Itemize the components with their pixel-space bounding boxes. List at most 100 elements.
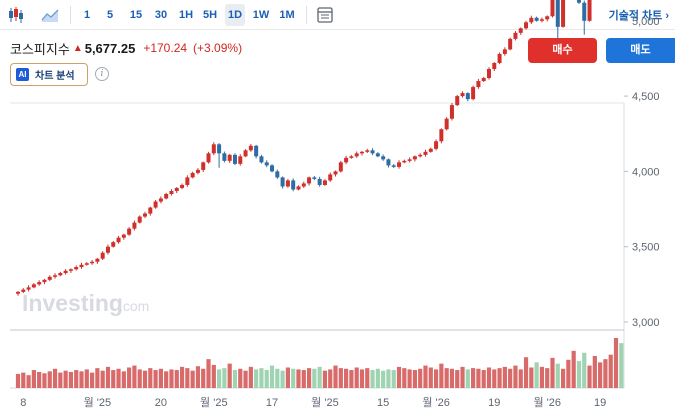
candle-body (534, 17, 539, 21)
candle-body (407, 159, 412, 161)
volume-bar (407, 369, 412, 388)
candle-body (455, 96, 460, 106)
volume-bar (412, 370, 418, 388)
candle-body (291, 180, 296, 190)
volume-bar (555, 363, 560, 388)
instrument-name: 코스피지수 (10, 41, 70, 57)
x-tick-label: 19 (594, 397, 606, 409)
timeframe-1d[interactable]: 1D (225, 4, 245, 26)
timeframe-1w[interactable]: 1W (252, 9, 270, 21)
volume-bar (164, 371, 169, 388)
buy-button[interactable]: 매수 (528, 38, 597, 63)
timeframe-30[interactable]: 30 (154, 9, 168, 21)
x-tick-label: 월 '26 (422, 396, 450, 409)
toolbar-divider (70, 6, 71, 24)
candle-body (349, 156, 354, 158)
timeframe-1m[interactable]: 1M (279, 9, 295, 21)
volume-bar (587, 365, 592, 388)
ai-chart-analysis-button[interactable]: AI 차트 분석 (10, 63, 88, 86)
candle-body (127, 228, 132, 235)
candle-body (476, 81, 481, 88)
ai-badge-icon: AI (16, 68, 29, 81)
candle-body (524, 22, 529, 29)
x-tick-label: 15 (377, 397, 389, 409)
volume-bar (105, 366, 111, 388)
volume-bar (121, 371, 126, 388)
timeframe-5h[interactable]: 5H (202, 9, 218, 21)
candle-body (545, 16, 550, 20)
x-tick-label: 월 '25 (311, 396, 339, 409)
candle-body (254, 145, 259, 157)
info-icon[interactable]: i (95, 67, 109, 81)
volume-bar (238, 368, 243, 388)
timeframe-1[interactable]: 1 (83, 9, 91, 21)
candle-body (328, 174, 333, 181)
volume-bar (322, 370, 328, 388)
volume-bar (582, 352, 587, 388)
volume-bar (206, 359, 211, 388)
volume-bar (111, 370, 116, 388)
volume-bar (433, 369, 439, 388)
table-view-icon[interactable] (315, 5, 335, 25)
candle-body (322, 180, 327, 185)
volume-bar (269, 365, 275, 388)
timeframe-1h[interactable]: 1H (178, 9, 194, 21)
volume-bar (116, 368, 121, 388)
candle-body (243, 150, 248, 157)
volume-bar (613, 338, 619, 388)
y-tick-label: 3,500 (632, 242, 660, 254)
candle-body (555, 0, 560, 27)
volume-bar (169, 369, 174, 388)
ai-button-label: 차트 분석 (35, 71, 75, 82)
volume-bar (195, 366, 201, 388)
candle-body (587, 0, 592, 21)
volume-bar (74, 370, 79, 388)
volume-bar (317, 366, 322, 388)
candle-body (185, 177, 190, 185)
volume-bar (603, 359, 608, 388)
volume-bar (190, 370, 195, 388)
volume-bar (26, 375, 31, 388)
x-tick-label: 월 '25 (200, 396, 228, 409)
volume-bar (222, 368, 227, 388)
technical-chart-link[interactable]: 기술적 차트 › (608, 10, 669, 22)
candle-body (158, 198, 163, 202)
volume-bar (243, 370, 248, 388)
candle-body (137, 216, 142, 223)
volume-bar (291, 368, 296, 388)
volume-bar (328, 369, 333, 388)
volume-bar (534, 362, 539, 388)
area-chart-icon[interactable] (40, 5, 60, 25)
volume-bar (381, 370, 386, 388)
volume-bar (68, 371, 74, 388)
toolbar-divider (306, 6, 307, 24)
candle-body (508, 38, 513, 50)
investing-watermark: Investing (22, 290, 123, 316)
candle-body (47, 276, 52, 280)
volume-bar (312, 368, 317, 388)
candle-body (386, 159, 391, 166)
sell-button[interactable]: 매도 (606, 38, 675, 63)
candle-body (449, 105, 454, 119)
volume-bar (179, 366, 185, 388)
candle-body (338, 162, 343, 172)
volume-bar (513, 365, 518, 388)
candle-body (31, 284, 36, 288)
volume-bar (571, 350, 576, 388)
volume-bar (370, 370, 375, 388)
candle-body (582, 2, 587, 21)
volume-bar (391, 370, 396, 388)
candlestick-icon[interactable] (6, 5, 26, 25)
candle-body (116, 237, 121, 243)
volume-bar (15, 373, 21, 388)
candle-body (232, 154, 237, 164)
candle-body (153, 201, 158, 208)
volume-bar (465, 369, 470, 388)
volume-bar (137, 369, 142, 388)
candle-body (502, 49, 507, 54)
volume-bar (418, 368, 423, 388)
timeframe-15[interactable]: 15 (129, 9, 143, 21)
volume-bar (359, 369, 365, 388)
timeframe-5[interactable]: 5 (106, 9, 114, 21)
